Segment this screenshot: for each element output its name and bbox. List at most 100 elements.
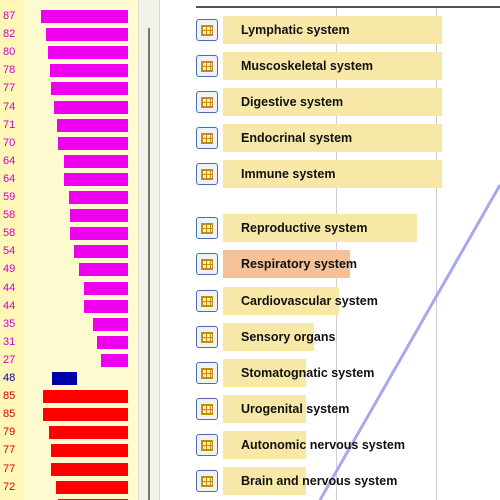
system-row[interactable]: Urogenital system bbox=[160, 394, 500, 424]
scrollbar-thumb[interactable] bbox=[148, 28, 150, 500]
systems-panel: Lymphatic system Muscoskeletal system Dige… bbox=[160, 0, 500, 500]
table-grid-glyph bbox=[201, 367, 213, 379]
table-grid-icon[interactable] bbox=[196, 470, 218, 492]
system-label[interactable]: Lymphatic system bbox=[241, 23, 350, 37]
histogram-bar bbox=[51, 462, 128, 476]
histogram-bar bbox=[52, 372, 77, 385]
table-grid-icon[interactable] bbox=[196, 398, 218, 420]
histogram-bar bbox=[58, 136, 128, 150]
system-row[interactable]: Cardiovascular system bbox=[160, 286, 500, 316]
histogram-bar bbox=[43, 390, 128, 404]
system-label[interactable]: Brain and nervous system bbox=[241, 474, 398, 488]
system-label[interactable]: Stomatognatic system bbox=[241, 366, 375, 380]
histogram-value: 85 bbox=[3, 390, 16, 403]
histogram-bar bbox=[64, 154, 128, 168]
system-label[interactable]: Reproductive system bbox=[241, 221, 368, 235]
system-bar bbox=[223, 160, 442, 188]
system-row[interactable]: Endocrinal system bbox=[160, 123, 500, 153]
histogram-value: 64 bbox=[3, 154, 16, 167]
histogram-value: 77 bbox=[3, 82, 16, 95]
system-row[interactable]: Lymphatic system bbox=[160, 15, 500, 45]
system-row[interactable]: Muscoskeletal system bbox=[160, 51, 500, 81]
histogram-row: 59 bbox=[0, 188, 138, 206]
histogram-bar bbox=[70, 209, 128, 223]
table-grid-glyph bbox=[201, 222, 213, 234]
system-label[interactable]: Cardiovascular system bbox=[241, 294, 378, 308]
histogram-row: 80 bbox=[0, 43, 138, 61]
histogram-row: 78 bbox=[0, 61, 138, 79]
system-label[interactable]: Sensory organs bbox=[241, 330, 336, 344]
system-row[interactable]: Brain and nervous system bbox=[160, 466, 500, 496]
system-bar bbox=[223, 287, 339, 315]
table-grid-icon[interactable] bbox=[196, 163, 218, 185]
histogram-value: 70 bbox=[3, 498, 15, 500]
histogram-bar bbox=[97, 335, 128, 349]
system-row[interactable]: Digestive system bbox=[160, 87, 500, 117]
system-row[interactable]: Reproductive system bbox=[160, 213, 500, 243]
system-bar bbox=[223, 88, 442, 116]
histogram-row: 70 bbox=[0, 496, 138, 500]
histogram-bar bbox=[69, 191, 128, 204]
system-bar bbox=[223, 323, 314, 351]
histogram-row: 85 bbox=[0, 387, 138, 405]
histogram-value: 31 bbox=[3, 335, 16, 348]
table-grid-glyph bbox=[201, 439, 213, 451]
histogram-row: 58 bbox=[0, 206, 138, 224]
system-label[interactable]: Muscoskeletal system bbox=[241, 59, 374, 73]
histogram-row: 82 bbox=[0, 25, 138, 43]
system-row[interactable]: Autonomic nervous system bbox=[160, 430, 500, 460]
histogram-bar bbox=[84, 281, 128, 295]
system-bar bbox=[223, 16, 442, 44]
table-grid-glyph bbox=[201, 295, 213, 307]
histogram-value: 87 bbox=[3, 10, 16, 22]
system-bar bbox=[223, 250, 350, 278]
histogram-bar bbox=[43, 408, 128, 422]
table-grid-glyph bbox=[201, 132, 213, 144]
histogram-row: 44 bbox=[0, 279, 138, 297]
table-grid-icon[interactable] bbox=[196, 91, 218, 113]
histogram-bar bbox=[70, 227, 128, 241]
histogram-value: 78 bbox=[3, 64, 16, 77]
histogram-bar bbox=[79, 263, 128, 277]
table-grid-glyph bbox=[201, 258, 213, 270]
table-grid-icon[interactable] bbox=[196, 217, 218, 239]
histogram-row: 77 bbox=[0, 79, 138, 97]
system-label[interactable]: Autonomic nervous system bbox=[241, 438, 405, 452]
histogram-value: 58 bbox=[3, 227, 16, 240]
table-grid-glyph bbox=[201, 403, 213, 415]
histogram-bar bbox=[57, 118, 128, 132]
system-row[interactable]: Stomatognatic system bbox=[160, 358, 500, 388]
histogram-row: 35 bbox=[0, 315, 138, 333]
histogram-row: 79 bbox=[0, 423, 138, 441]
histogram-value: 77 bbox=[3, 462, 16, 475]
histogram-bar bbox=[64, 172, 128, 186]
table-grid-icon[interactable] bbox=[196, 434, 218, 456]
system-row[interactable]: Immune system bbox=[160, 159, 500, 189]
system-bar bbox=[223, 467, 306, 495]
system-label[interactable]: Endocrinal system bbox=[241, 131, 353, 145]
system-label[interactable]: Urogenital system bbox=[241, 402, 350, 416]
system-row[interactable]: Respiratory system bbox=[160, 249, 500, 279]
system-label[interactable]: Digestive system bbox=[241, 95, 344, 109]
system-label[interactable]: Immune system bbox=[241, 167, 336, 181]
system-label[interactable]: Respiratory system bbox=[241, 257, 358, 271]
table-grid-icon[interactable] bbox=[196, 290, 218, 312]
table-grid-icon[interactable] bbox=[196, 253, 218, 275]
table-grid-icon[interactable] bbox=[196, 362, 218, 384]
histogram-bar bbox=[50, 64, 128, 78]
histogram-row: 87 bbox=[0, 7, 138, 25]
table-grid-glyph bbox=[201, 60, 213, 72]
system-bar bbox=[223, 52, 442, 80]
table-grid-icon[interactable] bbox=[196, 19, 218, 41]
table-grid-icon[interactable] bbox=[196, 127, 218, 149]
system-bar bbox=[223, 431, 306, 459]
table-grid-glyph bbox=[201, 96, 213, 108]
table-grid-glyph bbox=[201, 331, 213, 343]
table-grid-icon[interactable] bbox=[196, 326, 218, 348]
system-row[interactable]: Sensory organs bbox=[160, 322, 500, 352]
histogram-value: 49 bbox=[3, 263, 16, 276]
histogram-row: 77 bbox=[0, 460, 138, 478]
histogram-bar bbox=[56, 480, 128, 494]
histogram-value: 44 bbox=[3, 299, 16, 312]
table-grid-icon[interactable] bbox=[196, 55, 218, 77]
